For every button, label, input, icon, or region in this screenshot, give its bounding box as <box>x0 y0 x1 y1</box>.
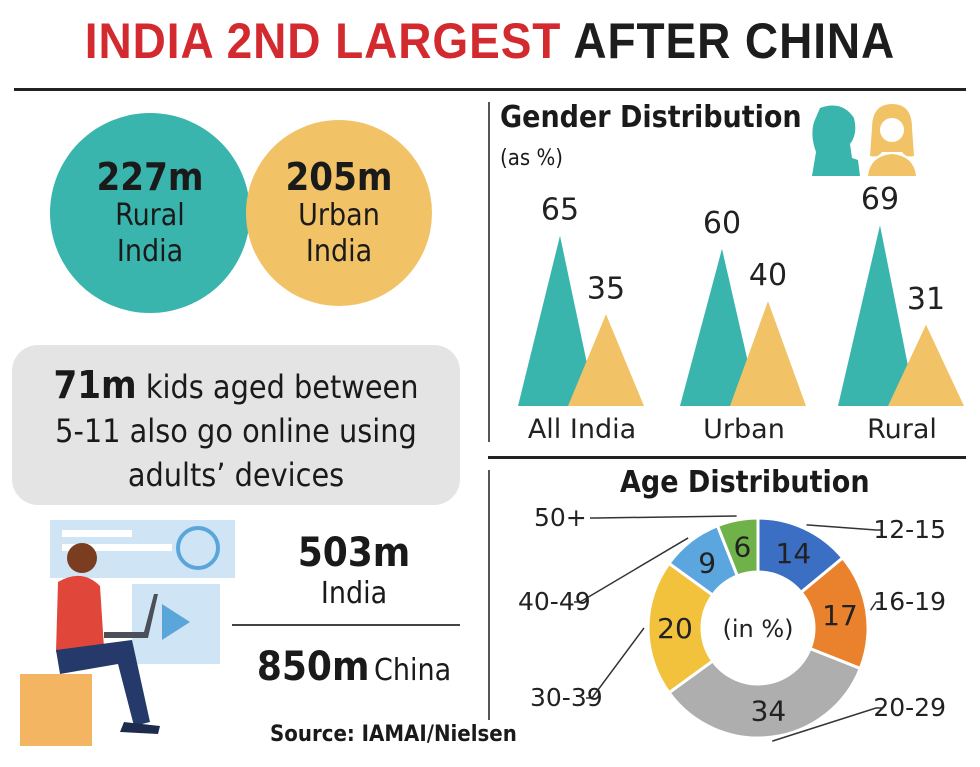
china-stat: 850m China <box>240 644 468 690</box>
title-part2: AFTER CHINA <box>573 13 896 69</box>
age-label-0: 12-15 <box>873 515 946 544</box>
person-laptop-illustration <box>20 520 235 746</box>
gender-bar-female-2 <box>888 324 964 406</box>
urban-label-line2: India <box>305 234 373 269</box>
gender-bar-female-1 <box>730 301 806 406</box>
column-divider-top <box>488 102 490 442</box>
kids-line3: adults’ devices <box>127 456 345 494</box>
age-slice-value-3: 20 <box>657 612 693 645</box>
gender-value-female-1: 40 <box>749 258 787 293</box>
age-title: Age Distribution <box>620 465 870 500</box>
urban-label-line1: Urban <box>298 198 380 233</box>
source-note: Source: IAMAI/Nielsen <box>270 722 517 747</box>
china-label: China <box>374 653 452 688</box>
column-divider-bottom <box>488 470 490 720</box>
rural-label-line1: Rural <box>115 198 185 233</box>
gender-bar-female-0 <box>568 314 644 406</box>
page-title: INDIA 2ND LARGEST AFTER CHINA <box>39 12 941 70</box>
rural-label-line2: India <box>116 234 184 269</box>
gender-icons <box>812 104 916 176</box>
kids-line2: 5-11 also go online using <box>55 412 417 450</box>
age-slice-20-29 <box>666 646 863 740</box>
age-leader-4 <box>574 537 689 603</box>
urban-value: 205m <box>285 155 393 199</box>
kids-value: 71m <box>53 363 137 407</box>
gender-bar-male-0 <box>518 235 596 406</box>
age-center-label: (in %) <box>722 615 793 643</box>
kids-box: 71m kids aged between 5-11 also go onlin… <box>12 345 460 505</box>
age-label-5: 50+ <box>534 503 587 532</box>
india-label: India <box>320 576 388 611</box>
age-leader-2 <box>772 707 882 742</box>
age-slice-value-2: 34 <box>751 694 787 727</box>
age-slice-50+ <box>715 516 760 578</box>
gender-category-2: Rural <box>867 414 937 445</box>
age-slice-value-5: 6 <box>734 530 752 563</box>
gender-value-male-0: 65 <box>541 193 579 228</box>
india-value: 503m <box>297 530 411 576</box>
rural-circle: 227m Rural India <box>50 113 250 313</box>
age-slice-value-4: 9 <box>698 546 716 579</box>
urban-circle: 205m Urban India <box>246 120 432 306</box>
age-label-1: 16-19 <box>873 587 946 616</box>
gender-category-0: All India <box>528 414 636 445</box>
stats-divider <box>232 624 460 626</box>
gender-title: Gender Distribution <box>500 100 802 135</box>
title-rule <box>14 88 966 91</box>
male-icon <box>812 105 860 176</box>
age-chart: 14 12-15 17 16-19 34 20-29 20 30-39 9 40-49 6 50+ (i… <box>518 503 946 742</box>
age-leader-1 <box>869 601 882 611</box>
china-value: 850m <box>256 644 370 690</box>
rural-value: 227m <box>96 155 204 199</box>
gender-value-male-2: 69 <box>861 182 899 217</box>
age-leader-5 <box>590 515 737 519</box>
kids-line1: kids aged between <box>136 368 419 406</box>
title-part1: INDIA 2ND LARGEST <box>84 13 562 69</box>
age-label-4: 40-49 <box>518 587 591 616</box>
section-rule <box>488 456 966 459</box>
gender-bar-male-2 <box>838 225 916 406</box>
gender-bar-male-1 <box>680 248 758 406</box>
laptop-icon <box>104 594 158 638</box>
gender-value-female-2: 31 <box>907 282 945 317</box>
female-icon <box>868 104 916 176</box>
play-icon <box>162 604 190 640</box>
gender-value-female-0: 35 <box>587 271 625 306</box>
age-leader-3 <box>586 627 645 699</box>
age-label-2: 20-29 <box>873 693 946 722</box>
gender-category-1: Urban <box>703 414 785 445</box>
gender-value-male-1: 60 <box>703 206 741 241</box>
age-label-3: 30-39 <box>530 683 603 712</box>
age-slice-value-1: 17 <box>822 599 858 632</box>
age-leader-0 <box>806 524 882 531</box>
age-slice-value-0: 14 <box>776 537 812 570</box>
india-stat: 503m India <box>240 530 468 611</box>
gender-subtitle: (as %) <box>500 146 563 171</box>
